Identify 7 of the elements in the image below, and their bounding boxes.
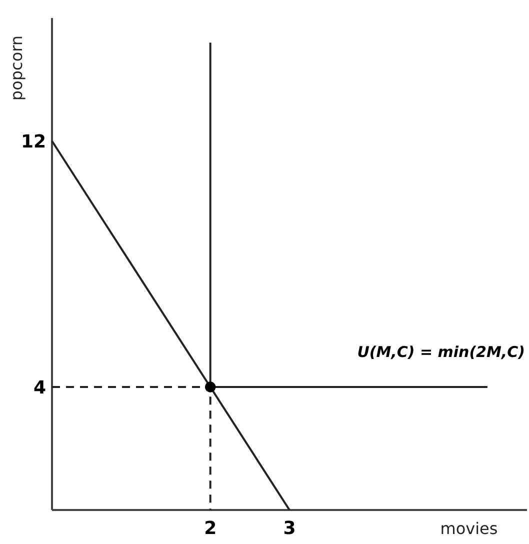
x-axis-title: movies <box>440 519 498 538</box>
x-tick-label: 2 <box>204 518 217 539</box>
y-tick-label: 4 <box>33 377 46 398</box>
y-axis-title: popcorn <box>7 35 26 101</box>
y-tick-label: 12 <box>20 131 46 152</box>
x-tick-label: 3 <box>283 518 296 539</box>
annotation: U(M,C) = min(2M,C) <box>357 343 525 361</box>
